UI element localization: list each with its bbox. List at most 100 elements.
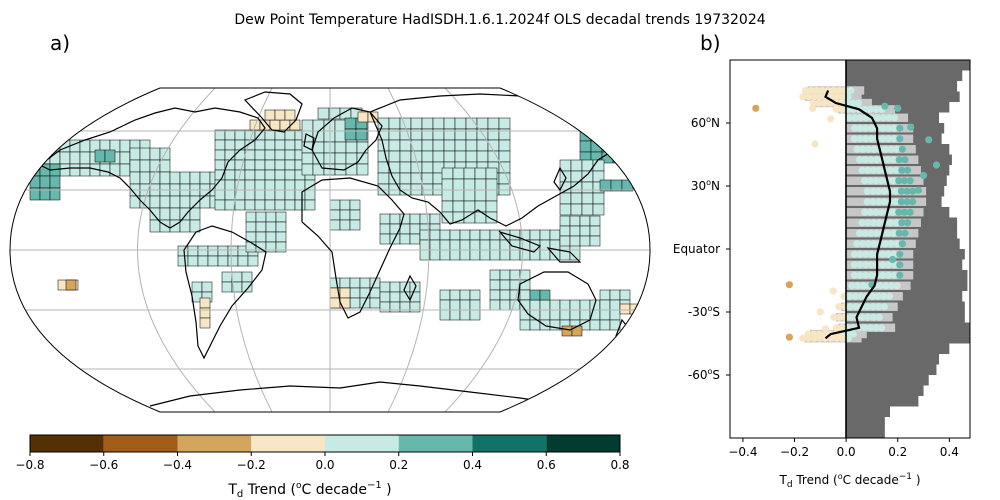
trend-grid-cell <box>334 141 347 154</box>
trend-point <box>862 250 870 258</box>
trend-point <box>838 105 846 113</box>
trend-point <box>862 261 870 269</box>
trend-grid-cell <box>463 200 476 213</box>
trend-grid-cell <box>609 289 621 301</box>
trend-grid-cell <box>419 213 431 225</box>
trend-grid-cell <box>224 169 236 181</box>
trend-grid-cell <box>452 178 465 191</box>
trend-point <box>869 187 877 195</box>
trend-grid-cell <box>581 192 594 205</box>
trend-grid-cell <box>388 150 401 163</box>
trend-grid-cell <box>485 211 498 224</box>
trend-grid-cell <box>301 119 314 132</box>
trend-grid-cell <box>429 249 441 261</box>
trend-grid-cell <box>559 225 571 237</box>
trend-point <box>856 250 864 258</box>
trend-grid-cell <box>227 245 239 257</box>
trend-grid-cell <box>377 172 390 185</box>
trend-point <box>850 261 858 269</box>
trend-grid-cell <box>349 199 361 211</box>
trend-grid-cell <box>549 309 561 321</box>
trend-grid-cell <box>439 309 451 321</box>
trend-grid-cell <box>529 289 541 301</box>
trend-grid-cell <box>592 203 605 216</box>
trend-point <box>914 186 922 194</box>
trend-grid-cell <box>189 207 201 221</box>
trend-point <box>874 292 882 300</box>
trend-grid-cell <box>231 271 243 283</box>
trend-grid-cell <box>237 255 249 267</box>
trend-grid-cell <box>265 221 277 233</box>
panel-b-label: b) <box>700 31 721 55</box>
colorbar-tick-label: −0.6 <box>89 458 118 472</box>
trend-grid-cell <box>334 119 347 132</box>
trend-grid-cell <box>479 249 491 261</box>
trend-point <box>866 324 874 332</box>
trend-grid-cell <box>409 213 421 225</box>
trend-grid-cell <box>439 239 451 251</box>
trend-grid-cell <box>274 159 286 171</box>
trend-grid-cell <box>463 178 476 191</box>
trend-point <box>858 219 866 227</box>
trend-point <box>863 187 871 195</box>
trend-grid-cell <box>159 219 171 233</box>
trend-point <box>866 105 874 113</box>
trend-point <box>884 124 893 132</box>
trend-point <box>925 136 933 144</box>
trend-grid-cell <box>421 139 434 152</box>
trend-grid-cell <box>214 199 226 211</box>
trend-point <box>875 313 883 321</box>
trend-point <box>810 93 818 101</box>
coverage-bar <box>846 291 963 302</box>
trend-grid-cell <box>474 167 487 180</box>
trend-point <box>849 330 857 338</box>
trend-point <box>903 166 912 174</box>
trend-point <box>856 135 864 143</box>
trend-point <box>867 156 875 164</box>
trend-grid-cell <box>159 171 171 185</box>
trend-grid-cell <box>609 299 621 311</box>
trend-point <box>884 135 893 143</box>
trend-grid-cell <box>489 289 501 301</box>
trend-point <box>804 93 813 101</box>
trend-grid-cell <box>129 159 141 173</box>
coverage-bar <box>846 354 940 365</box>
trend-point <box>880 303 888 311</box>
trend-grid-cell <box>224 149 236 161</box>
trend-grid-cell <box>264 139 276 151</box>
trend-point <box>867 250 876 258</box>
trend-grid-cell <box>479 229 491 241</box>
trend-point <box>861 229 869 237</box>
trend-point <box>898 145 906 153</box>
trend-grid-cell <box>379 281 391 293</box>
trend-grid-cell <box>623 151 636 164</box>
trend-grid-cell <box>469 289 481 301</box>
trend-grid-cell <box>49 187 61 201</box>
trend-grid-cell <box>356 141 369 154</box>
trend-point <box>870 240 878 248</box>
trend-grid-cell <box>601 129 614 142</box>
trend-grid-cell <box>207 255 219 267</box>
trend-grid-cell <box>469 299 481 311</box>
colorbar-segment <box>398 435 473 452</box>
trend-point <box>875 303 883 311</box>
trend-grid-cell <box>499 289 511 301</box>
trend-grid-cell <box>519 289 531 301</box>
trend-grid-cell <box>264 179 276 191</box>
trend-point <box>880 292 888 300</box>
trend-grid-cell <box>619 303 631 315</box>
colorbar-tick-label: −0.8 <box>15 458 44 472</box>
trend-point <box>909 198 917 206</box>
trend-point <box>884 229 892 237</box>
trend-point <box>879 114 887 122</box>
trend-grid-cell <box>439 299 451 311</box>
trend-grid-cell <box>539 249 551 261</box>
trend-grid-cell <box>284 149 296 161</box>
trend-grid-cell <box>241 271 253 283</box>
trend-grid-cell <box>217 255 229 267</box>
trend-grid-cell <box>317 107 330 120</box>
trend-point <box>895 208 903 216</box>
trend-grid-cell <box>589 225 601 237</box>
trend-grid-cell <box>169 171 181 185</box>
trend-point <box>872 177 880 185</box>
